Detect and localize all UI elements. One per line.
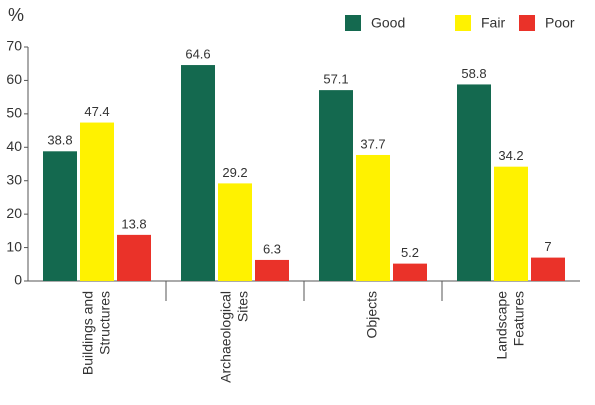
bar xyxy=(218,183,252,281)
value-label: 6.3 xyxy=(263,241,281,256)
bar xyxy=(356,154,390,281)
value-label: 37.7 xyxy=(360,136,385,151)
legend-label: Good xyxy=(371,15,405,31)
value-label: 13.8 xyxy=(121,216,146,231)
bar xyxy=(494,166,528,281)
bar xyxy=(393,263,427,281)
bar xyxy=(80,122,114,281)
value-label: 64.6 xyxy=(185,46,210,61)
legend-label: Poor xyxy=(545,15,575,31)
legend-swatch xyxy=(455,15,471,31)
y-tick-label: 40 xyxy=(6,138,22,154)
y-tick-label: 70 xyxy=(6,38,22,54)
x-tick-label: LandscapeFeatures xyxy=(493,291,526,360)
value-label: 34.2 xyxy=(498,148,523,163)
value-label: 58.8 xyxy=(461,66,486,81)
bar xyxy=(43,151,77,281)
y-axis-label: % xyxy=(8,5,24,25)
x-tick-label: ArchaeologicalSites xyxy=(217,291,250,383)
bar xyxy=(181,65,215,282)
value-label: 5.2 xyxy=(401,245,419,260)
bar xyxy=(117,234,151,281)
legend-label: Fair xyxy=(481,15,505,31)
value-label: 7 xyxy=(544,239,551,254)
value-label: 29.2 xyxy=(222,165,247,180)
value-label: 38.8 xyxy=(47,133,72,148)
y-tick-label: 30 xyxy=(6,171,22,187)
legend-swatch xyxy=(345,15,361,31)
y-tick-label: 20 xyxy=(6,205,22,221)
bar xyxy=(255,259,289,281)
x-tick-label: Buildings andStructures xyxy=(79,291,112,375)
bar xyxy=(457,84,491,281)
y-tick-label: 10 xyxy=(6,238,22,254)
y-tick-label: 60 xyxy=(6,71,22,87)
value-label: 57.1 xyxy=(323,72,348,87)
y-tick-label: 50 xyxy=(6,105,22,121)
y-tick-label: 0 xyxy=(14,272,22,288)
legend-swatch xyxy=(519,15,535,31)
x-tick-label: Objects xyxy=(364,291,380,338)
value-label: 47.4 xyxy=(84,104,109,119)
bar xyxy=(531,257,565,281)
bar xyxy=(319,90,353,281)
